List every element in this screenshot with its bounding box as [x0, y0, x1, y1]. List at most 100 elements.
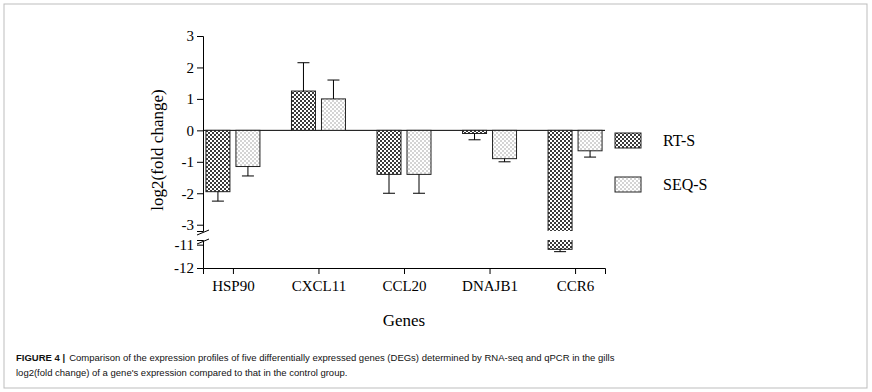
bar — [463, 130, 487, 133]
error-bar — [499, 159, 511, 162]
legend-label: SEQ-S — [663, 176, 707, 193]
bar — [377, 130, 401, 174]
bar — [493, 130, 517, 158]
plot-lower — [548, 240, 572, 252]
x-tick-label: CCL20 — [382, 278, 426, 294]
error-bar — [297, 63, 309, 91]
error-bar — [212, 192, 224, 201]
error-cap — [383, 193, 395, 194]
error-cap — [327, 80, 339, 81]
bar — [236, 130, 260, 166]
x-axis: HSP90 CXCL11 CCL20 DNAJB1 CCR6 — [204, 268, 606, 294]
y-tick-label: -2 — [182, 186, 195, 202]
x-tick: CXCL11 — [292, 268, 346, 294]
error-stem — [389, 174, 390, 193]
error-cap — [212, 201, 224, 202]
y-tick-label: 2 — [187, 60, 195, 76]
y-tick: -12 — [174, 260, 203, 276]
y-tick-mark — [197, 99, 203, 100]
x-tick: DNAJB1 — [462, 268, 518, 294]
x-tick-mark — [318, 268, 319, 274]
error-bar — [554, 249, 566, 251]
chart: -3 -2 -1 0 1 2 3 -12 -11 HSP90 CXCL11 CCL20 DNAJB1 CC… — [0, 0, 872, 392]
error-bar — [327, 80, 339, 99]
x-axis-title: Genes — [383, 311, 425, 330]
y-tick-label: 1 — [187, 91, 195, 107]
y-tick-label: -12 — [174, 260, 194, 276]
error-stem — [419, 174, 420, 193]
x-axis-line — [204, 269, 606, 275]
error-stem — [217, 192, 218, 201]
x-tick: HSP90 — [212, 268, 255, 294]
x-tick: CCL20 — [382, 268, 426, 294]
error-bar — [413, 174, 425, 193]
plot-upper — [206, 63, 602, 231]
x-tick-mark — [575, 268, 576, 274]
y-tick-label: -11 — [175, 237, 194, 253]
error-stem — [333, 80, 334, 99]
bar — [548, 130, 572, 231]
caption-label: FIGURE 4 | — [16, 352, 65, 363]
y-tick-label: -3 — [182, 217, 195, 233]
x-tick-mark — [490, 268, 491, 274]
caption-line: log2(fold change) of a gene's expression… — [16, 367, 347, 378]
y-tick: 2 — [187, 60, 204, 76]
bar — [291, 91, 315, 130]
y-tick: -3 — [182, 217, 204, 233]
x-tick-label: CCR6 — [557, 278, 595, 294]
error-cap — [554, 251, 566, 252]
bar — [321, 99, 345, 130]
error-cap — [413, 193, 425, 194]
y-tick-mark — [197, 245, 203, 246]
y-tick-mark — [197, 130, 203, 131]
error-cap — [242, 175, 254, 176]
error-stem — [590, 151, 591, 157]
caption-line: FIGURE 4 | Comparison of the expression p… — [16, 352, 615, 363]
y-axis-title: log2(fold change) — [148, 89, 167, 210]
y-tick-mark — [197, 225, 203, 226]
error-stem — [474, 134, 475, 140]
y-axis-line — [197, 37, 204, 232]
zero-line — [203, 130, 605, 131]
bar — [548, 240, 572, 249]
error-bar — [584, 151, 596, 157]
legend-label: RT-S — [663, 132, 695, 149]
bar — [578, 130, 602, 150]
y-tick-mark — [197, 162, 203, 163]
y-tick: 1 — [187, 91, 204, 107]
error-cap — [584, 157, 596, 158]
error-stem — [303, 63, 304, 91]
error-bar — [383, 174, 395, 193]
legend-swatch — [615, 177, 641, 192]
bar — [407, 130, 431, 174]
y-tick-mark — [197, 193, 203, 194]
axis-break — [197, 230, 209, 244]
x-tick-mark — [233, 268, 234, 274]
x-tick-label: HSP90 — [212, 278, 255, 294]
error-cap — [469, 139, 481, 140]
y-tick: -11 — [175, 237, 203, 253]
x-tick-mark — [404, 268, 405, 274]
y-tick-label: 0 — [187, 123, 195, 139]
y-tick-label: 3 — [187, 28, 195, 44]
legend: RT-S SEQ-S — [615, 132, 707, 193]
error-cap — [499, 161, 511, 162]
y-tick-mark — [197, 67, 203, 68]
y-tick: 3 — [187, 28, 204, 44]
y-tick: 0 — [187, 123, 204, 139]
x-tick-label: DNAJB1 — [462, 278, 518, 294]
y-tick: -2 — [182, 186, 204, 202]
error-bar — [242, 167, 254, 176]
bar — [206, 130, 230, 191]
error-stem — [247, 167, 248, 176]
caption-text: Comparison of the expression profiles of… — [69, 352, 615, 363]
y-axis-upper: -3 -2 -1 0 1 2 3 — [182, 28, 204, 233]
x-tick-label: CXCL11 — [292, 278, 346, 294]
y-tick-mark — [197, 36, 203, 37]
y-tick-label: -1 — [182, 154, 195, 170]
figure-frame — [4, 4, 867, 388]
error-cap — [297, 62, 309, 63]
break-mark — [197, 230, 209, 235]
break-mark — [197, 239, 209, 244]
y-tick-mark — [197, 268, 203, 269]
